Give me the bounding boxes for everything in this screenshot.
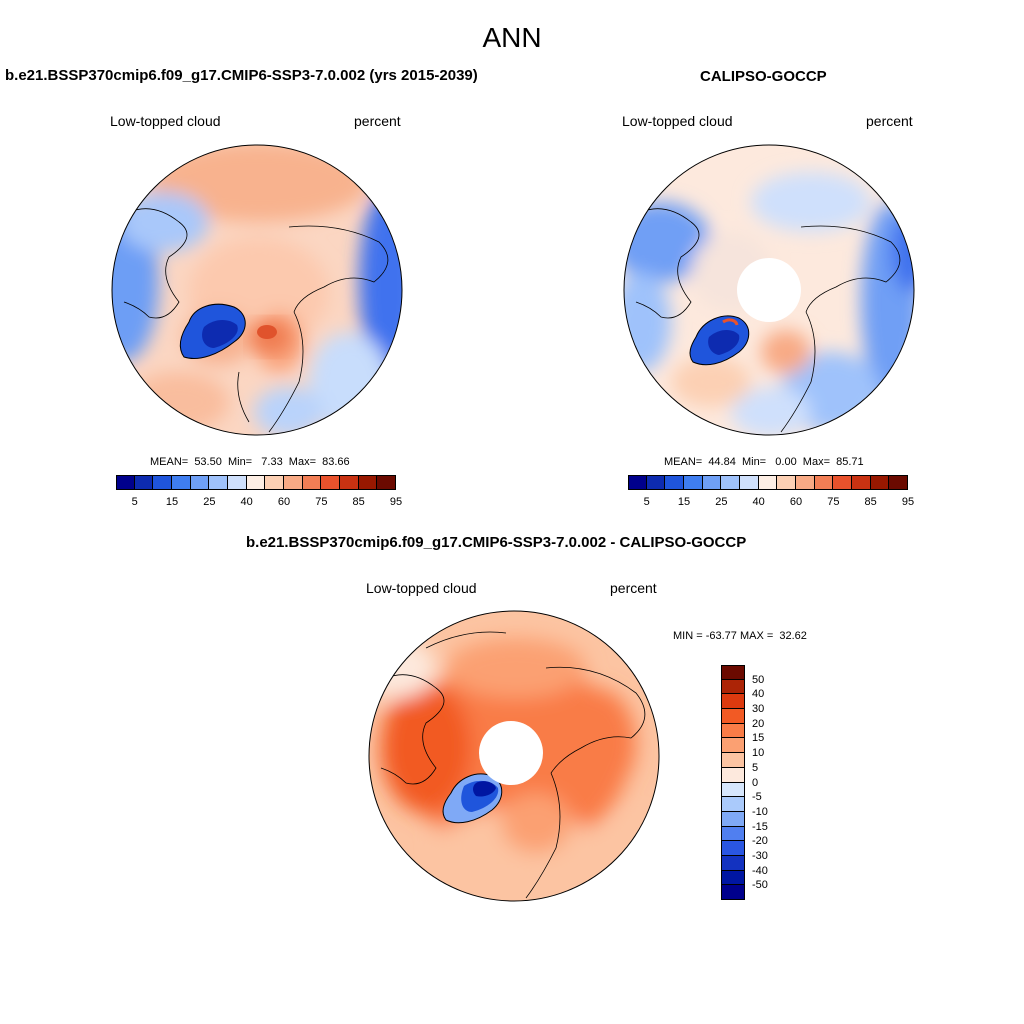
colorbar-tick-label: 50 (752, 673, 765, 686)
panel-2-variable-label: Low-topped cloud (622, 113, 733, 129)
colorbar-tick-label: -10 (752, 805, 768, 818)
colorbar-swatch (265, 475, 284, 490)
colorbar-tick-label: 0 (752, 776, 759, 789)
colorbar-tick-label: -20 (752, 835, 768, 848)
colorbar-tick-label: 85 (864, 496, 877, 508)
colorbar-swatch (321, 475, 340, 490)
panel-3-variable-label: Low-topped cloud (366, 580, 477, 596)
panel-1-stats: MEAN= 53.50 Min= 7.33 Max= 83.66 (150, 456, 350, 468)
panel-1-units-label: percent (354, 113, 401, 129)
colorbar-tick-label: 5 (131, 496, 138, 508)
colorbar-swatch (171, 475, 191, 490)
colorbar-swatch (283, 475, 303, 490)
colorbar-swatch (116, 475, 135, 490)
colorbar-swatch (721, 767, 745, 783)
colorbar-swatch (702, 475, 722, 490)
colorbar-swatch (758, 475, 778, 490)
colorbar-swatch (209, 475, 228, 490)
colorbar-swatch (889, 475, 908, 490)
colorbar-tick-label: 25 (203, 496, 216, 508)
colorbar-swatch (246, 475, 266, 490)
colorbar-swatch (721, 679, 745, 695)
colorbar-swatch (721, 885, 745, 900)
colorbar-swatch (870, 475, 890, 490)
colorbar-swatch (153, 475, 172, 490)
panel-3-title: b.e21.BSSP370cmip6.f09_g17.CMIP6-SSP3-7.… (246, 534, 747, 551)
panel-3-colorbar-ticks: 50 40 30 20 15 10 5 0 -5 -10 -15 -20 -30 -40 -50 (752, 665, 792, 900)
colorbar-tick-label: 40 (752, 688, 765, 701)
colorbar-swatch (721, 797, 745, 812)
colorbar-tick-label: 60 (277, 496, 291, 508)
colorbar-swatch (851, 475, 871, 490)
colorbar-swatch (795, 475, 815, 490)
panel-3-stats: MIN = -63.77 MAX = 32.62 (673, 630, 807, 642)
colorbar-swatch (646, 475, 666, 490)
colorbar-swatch (721, 870, 745, 886)
colorbar-swatch (721, 855, 745, 871)
colorbar-tick-label: -5 (752, 791, 762, 804)
colorbar-tick-label: 40 (752, 496, 765, 508)
colorbar-swatch (721, 665, 745, 680)
colorbar-swatch (721, 841, 745, 856)
panel-3-units-label: percent (610, 580, 657, 596)
colorbar-swatch (721, 475, 740, 490)
page-title: ANN (482, 22, 542, 53)
panel-2-stats: MEAN= 44.84 Min= 0.00 Max= 85.71 (664, 456, 864, 468)
colorbar-swatch (721, 811, 745, 827)
panel-2-units-label: percent (866, 113, 913, 129)
colorbar-swatch (739, 475, 759, 490)
colorbar-swatch (628, 475, 647, 490)
panel-1-polar-map (111, 144, 403, 436)
colorbar-swatch (721, 738, 745, 754)
panel-1-colorbar-ticks: 5 15 25 40 60 75 85 95 (116, 496, 403, 510)
colorbar-swatch (339, 475, 359, 490)
colorbar-tick-label: 85 (352, 496, 365, 508)
colorbar-swatch (134, 475, 154, 490)
colorbar-tick-label: 60 (789, 496, 803, 508)
colorbar-tick-label: -30 (752, 849, 768, 862)
panel-2-polar-map (623, 144, 915, 436)
colorbar-swatch (190, 475, 210, 490)
colorbar-swatch (227, 475, 247, 490)
panel-1-colorbar (116, 475, 396, 490)
colorbar-swatch (814, 475, 834, 490)
panel-2-title: CALIPSO-GOCCP (700, 68, 827, 85)
colorbar-tick-label: -15 (752, 820, 768, 833)
colorbar-swatch (665, 475, 684, 490)
panel-2-colorbar-ticks: 5 15 25 40 60 75 85 95 (628, 496, 915, 510)
colorbar-swatch (358, 475, 378, 490)
colorbar-swatch (721, 694, 745, 710)
colorbar-tick-label: 95 (901, 496, 915, 508)
colorbar-swatch (721, 753, 745, 768)
colorbar-tick-label: 25 (715, 496, 728, 508)
colorbar-swatch (777, 475, 796, 490)
colorbar-tick-label: -40 (752, 864, 768, 877)
panel-1-variable-label: Low-topped cloud (110, 113, 221, 129)
panel-1-title: b.e21.BSSP370cmip6.f09_g17.CMIP6-SSP3-7.… (5, 67, 478, 84)
colorbar-swatch (302, 475, 322, 490)
colorbar-tick-label: 20 (752, 717, 765, 730)
colorbar-swatch (721, 709, 745, 724)
colorbar-tick-label: 5 (752, 761, 759, 774)
colorbar-tick-label: 95 (389, 496, 403, 508)
panel-3-colorbar (721, 665, 745, 900)
colorbar-swatch (683, 475, 703, 490)
colorbar-tick-label: 75 (315, 496, 328, 508)
colorbar-swatch (721, 826, 745, 842)
colorbar-tick-label: 30 (752, 703, 765, 716)
colorbar-tick-label: 40 (240, 496, 253, 508)
panel-3-polar-map (368, 610, 660, 902)
colorbar-tick-label: 10 (752, 747, 765, 760)
colorbar-swatch (377, 475, 396, 490)
colorbar-swatch (721, 782, 745, 798)
colorbar-tick-label: 75 (827, 496, 840, 508)
colorbar-swatch (721, 723, 745, 739)
colorbar-tick-label: -50 (752, 879, 768, 892)
colorbar-tick-label: 15 (677, 496, 691, 508)
colorbar-tick-label: 5 (643, 496, 650, 508)
colorbar-tick-label: 15 (752, 732, 765, 745)
colorbar-swatch (833, 475, 852, 490)
colorbar-tick-label: 15 (165, 496, 179, 508)
panel-2-colorbar (628, 475, 908, 490)
